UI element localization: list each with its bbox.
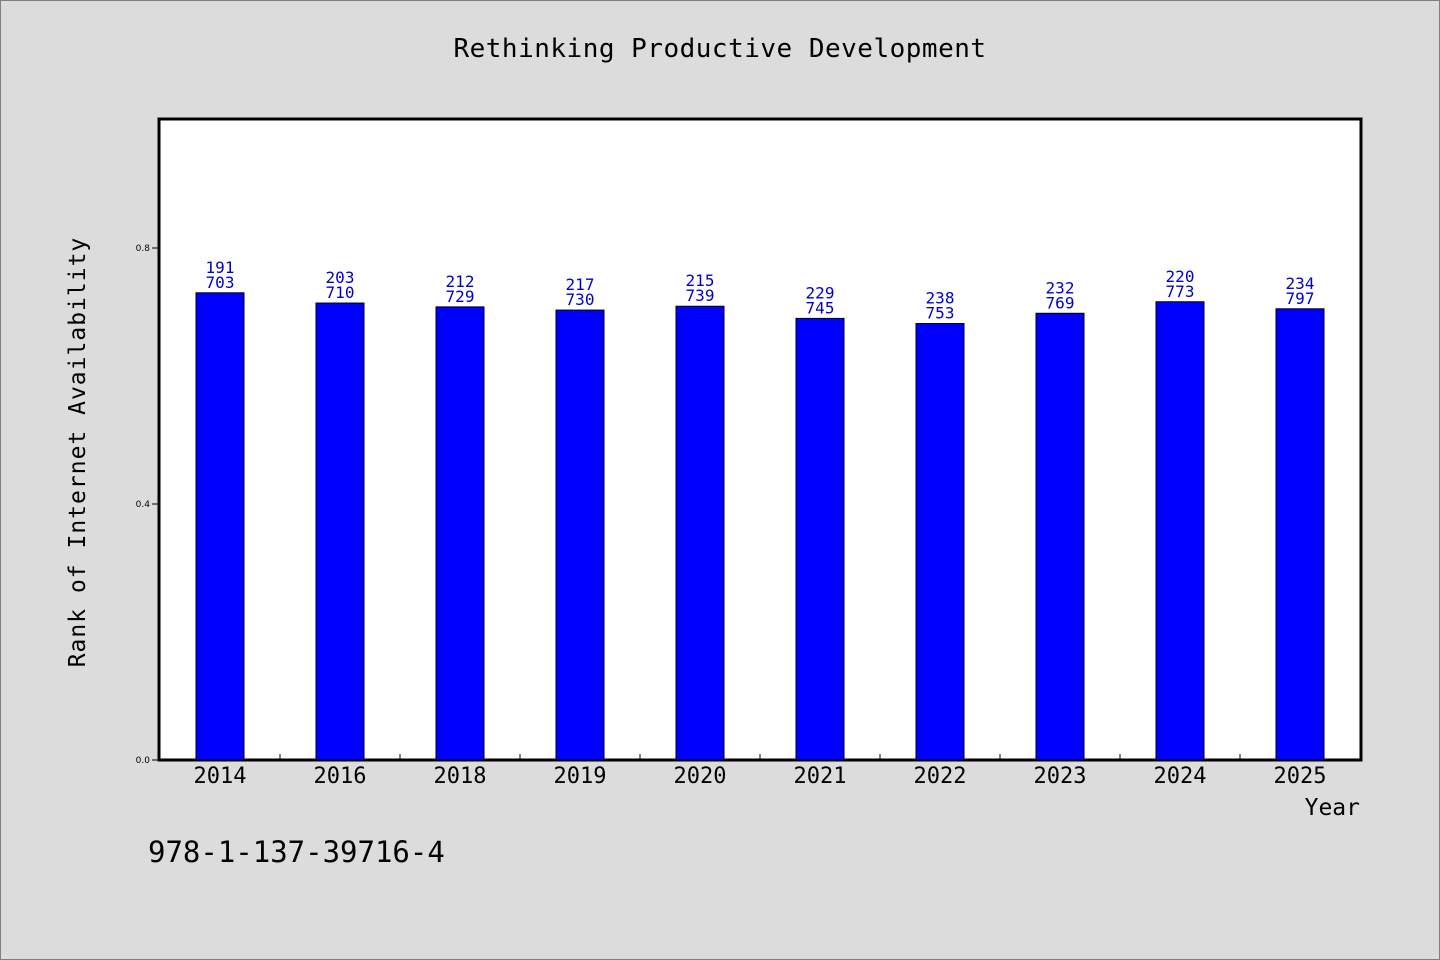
bar-label-bottom-2014: 703	[206, 273, 235, 292]
x-tick-label-2023: 2023	[1034, 764, 1087, 789]
bar-label-bottom-2022: 753	[926, 304, 955, 323]
bar-label-top-2014: 191	[206, 258, 235, 277]
bar-label-top-2022: 238	[926, 289, 955, 308]
bar-2025	[1275, 308, 1325, 761]
y-axis-label: Rank of Internet Availability	[65, 236, 91, 668]
bar-2014	[195, 292, 245, 761]
x-tick-marks	[279, 754, 1241, 760]
bar-label-top-2023: 232	[1046, 278, 1075, 297]
bar-label-bottom-2018: 729	[446, 287, 475, 306]
x-tick-labels: 2014 2016 2018 2019 2020 2021 2022 2023 2024 2025	[194, 764, 1327, 789]
bar-label-top-2025: 234	[1286, 274, 1315, 293]
y-tick-label-1: 0.4	[136, 500, 151, 510]
bar-label-top-2020: 215	[686, 271, 715, 290]
bar-label-bottom-2019: 730	[566, 290, 595, 309]
x-tick-label-2018: 2018	[434, 764, 487, 789]
bars	[195, 292, 1325, 761]
x-axis-label: Year	[1304, 795, 1360, 821]
bar-2024	[1155, 301, 1205, 761]
bar-label-bottom-2020: 739	[686, 286, 715, 305]
bar-label-bottom-2021: 745	[806, 298, 835, 317]
bar-label-top-2019: 217	[566, 275, 595, 294]
bar-label-bottom-2016: 710	[326, 283, 355, 302]
x-tick-label-2021: 2021	[794, 764, 847, 789]
bar-2022	[915, 323, 965, 761]
isbn-text: 978-1-137-39716-4	[148, 835, 445, 869]
x-tick-label-2024: 2024	[1154, 764, 1207, 789]
bar-label-bottom-2024: 773	[1166, 282, 1195, 301]
x-tick-label-2022: 2022	[914, 764, 967, 789]
bar-2019	[555, 309, 605, 761]
bar-2018	[435, 306, 485, 761]
bar-label-top-2021: 229	[806, 283, 835, 302]
bar-2016	[315, 302, 365, 761]
chart-title: Rethinking Productive Development	[453, 34, 987, 64]
x-tick-label-2019: 2019	[554, 764, 607, 789]
bar-2023	[1035, 312, 1085, 761]
x-tick-label-2016: 2016	[314, 764, 367, 789]
bar-label-bottom-2023: 769	[1046, 293, 1075, 312]
y-tick-label-2: 0.8	[136, 244, 151, 254]
bar-label-top-2024: 220	[1166, 267, 1195, 286]
x-tick-label-2014: 2014	[194, 764, 247, 789]
bar-2020	[675, 305, 725, 761]
bar-label-top-2018: 212	[446, 272, 475, 291]
bar-label-top-2016: 203	[326, 268, 355, 287]
bar-label-bottom-2025: 797	[1286, 289, 1315, 308]
bar-2021	[795, 317, 845, 761]
y-axis-ticks: 0.0 0.4 0.8	[136, 244, 160, 766]
y-tick-label-0: 0.0	[136, 756, 151, 766]
x-tick-label-2025: 2025	[1274, 764, 1327, 789]
x-tick-label-2020: 2020	[674, 764, 727, 789]
